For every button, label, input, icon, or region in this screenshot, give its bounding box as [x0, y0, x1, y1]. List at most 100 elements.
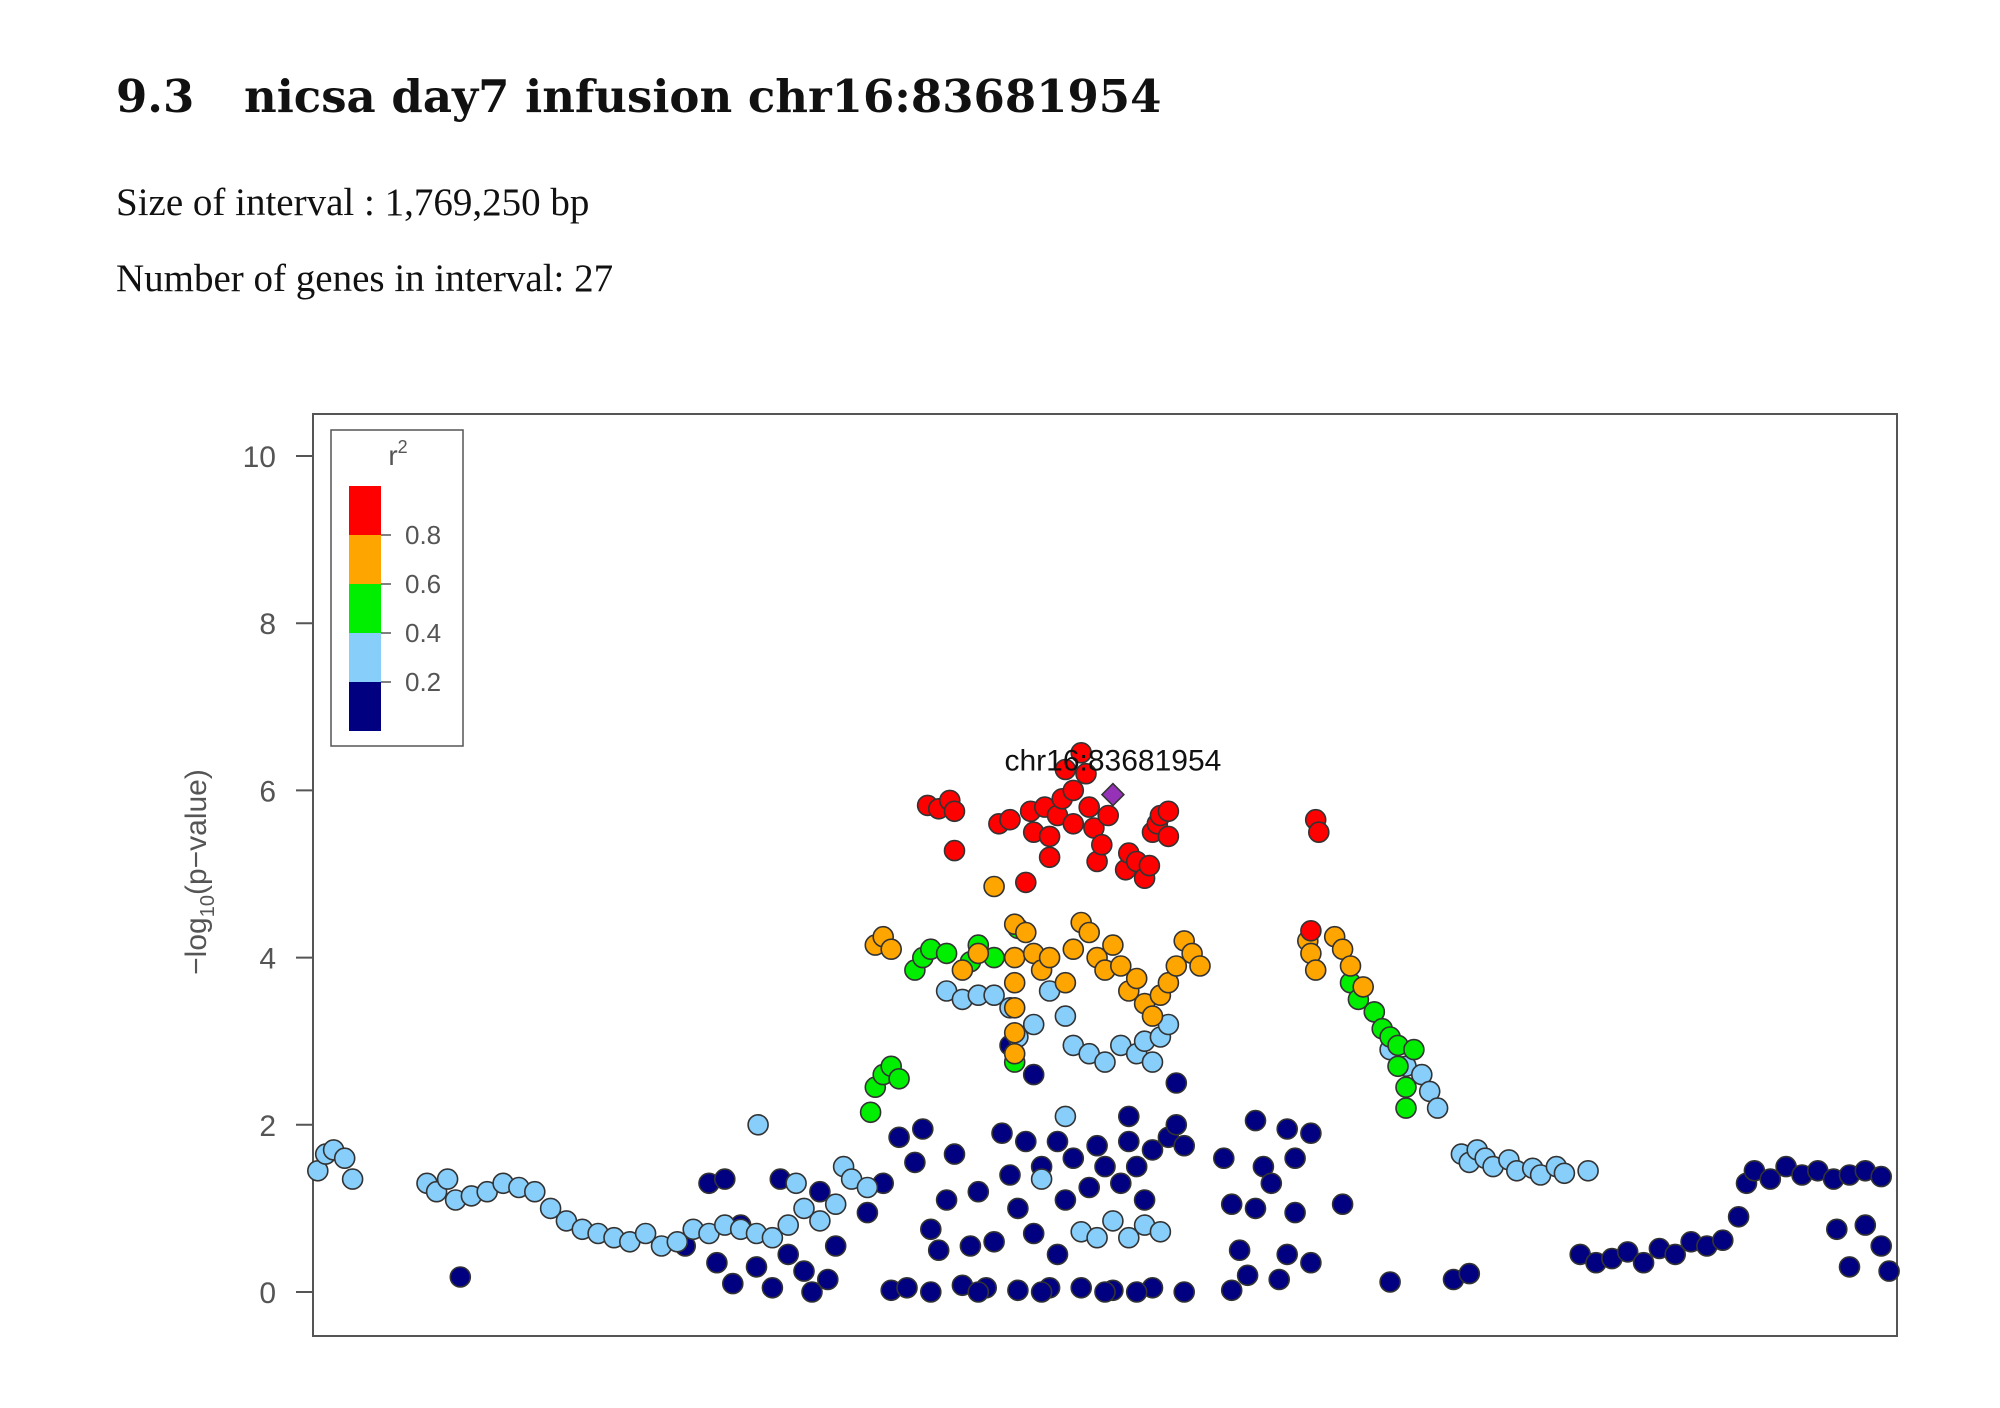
snp-point: [793, 1197, 815, 1220]
snp-point: [1236, 1264, 1259, 1287]
index-snp-marker: [1100, 782, 1125, 807]
snp-point: [523, 1180, 546, 1203]
r2-legend: r2 0.80.60.40.2: [330, 429, 464, 747]
snp-point: [911, 1118, 934, 1140]
snp-point: [1054, 1005, 1077, 1027]
snp-point: [1395, 1076, 1417, 1098]
legend-swatch: [349, 486, 381, 535]
snp-point: [1125, 1155, 1148, 1178]
snp-point: [1086, 1134, 1108, 1157]
snp-point: [1213, 1147, 1235, 1169]
snp-point: [1379, 1271, 1401, 1293]
snp-point: [1102, 934, 1124, 956]
snp-point: [634, 1222, 657, 1245]
snp-point: [1173, 1281, 1195, 1303]
snp-point: [436, 1168, 459, 1190]
snp-point: [1102, 1210, 1124, 1232]
snp-point: [713, 1168, 736, 1190]
snp-point: [785, 1172, 807, 1195]
snp-point: [1244, 1109, 1267, 1132]
snp-point: [1352, 976, 1374, 998]
snp-point: [856, 1201, 879, 1224]
snp-point: [1094, 1051, 1116, 1073]
snp-point: [1189, 955, 1211, 977]
snp-point: [1022, 1222, 1045, 1245]
snp-point: [745, 1256, 768, 1278]
snp-point: [1553, 1162, 1576, 1185]
snp-point: [1003, 1042, 1026, 1065]
snp-point: [824, 1193, 847, 1215]
snp-point: [1015, 871, 1037, 894]
snp-point: [1078, 921, 1100, 944]
snp-point: [935, 942, 958, 965]
plot-frame: [312, 413, 1898, 1337]
snp-point: [1577, 1160, 1599, 1182]
snp-point: [1149, 1221, 1172, 1243]
snp-point: [1854, 1214, 1877, 1236]
snp-point: [1727, 1206, 1750, 1228]
snp-point: [1003, 971, 1026, 994]
snp-point: [1387, 1055, 1409, 1078]
snp-point: [1062, 938, 1085, 961]
snp-point: [1038, 825, 1061, 848]
snp-point: [1062, 1147, 1085, 1169]
snp-point: [959, 1235, 982, 1257]
snp-point: [824, 1235, 847, 1257]
snp-point: [1075, 762, 1097, 785]
snp-point: [999, 808, 1021, 831]
legend-tick-label: 0.2: [405, 667, 441, 697]
snp-point: [943, 800, 966, 823]
snp-point: [1054, 971, 1077, 994]
snp-point: [1870, 1235, 1892, 1257]
section-title: nicsa day7 infusion chr16:83681954: [244, 70, 1162, 123]
snp-point: [999, 1164, 1021, 1186]
snp-point: [1007, 1279, 1029, 1302]
snp-point: [1097, 804, 1119, 827]
snp-point: [1395, 1097, 1417, 1119]
snp-point: [1260, 1172, 1283, 1195]
y-tick-label: 10: [243, 441, 276, 474]
snp-point: [1070, 741, 1092, 764]
index-snp-label: chr16:83681954: [1004, 745, 1221, 778]
snp-point: [967, 942, 990, 965]
snp-point: [1220, 1279, 1243, 1302]
snp-point: [1664, 1243, 1686, 1266]
snp-point: [1331, 1193, 1354, 1215]
snp-point: [1133, 1189, 1156, 1211]
snp-point: [1118, 1130, 1140, 1153]
section-heading: 9.3 nicsa day7 infusion chr16:83681954: [116, 70, 1161, 123]
snp-point: [1878, 1260, 1900, 1282]
snp-point: [943, 1143, 966, 1165]
snp-point: [1070, 1277, 1092, 1299]
snp-point: [1616, 1241, 1639, 1263]
snp-point: [983, 984, 1005, 1007]
snp-point: [1022, 1013, 1045, 1036]
snp-point: [888, 1068, 910, 1090]
snp-point: [793, 1260, 815, 1282]
snp-point: [1003, 996, 1026, 1019]
snp-point: [943, 839, 966, 862]
snp-point: [983, 1231, 1005, 1253]
snp-point: [1038, 946, 1061, 969]
y-axis-label: −log10(p−value): [180, 769, 219, 975]
snp-point: [1054, 758, 1077, 781]
snp-point: [1712, 1229, 1734, 1251]
snp-points: [306, 741, 1900, 1303]
snp-point: [919, 1218, 942, 1241]
snp-point: [706, 1251, 728, 1274]
snp-point: [983, 875, 1005, 898]
snp-point: [1838, 1256, 1861, 1278]
snp-point: [880, 938, 903, 961]
snp-point: [1094, 1281, 1116, 1303]
gene-count-label: Number of genes in interval:: [116, 257, 575, 300]
snp-point: [951, 959, 974, 981]
snp-point: [967, 1281, 990, 1303]
index-snp: chr16:83681954: [1004, 745, 1221, 807]
snp-point: [1220, 1193, 1243, 1215]
snp-point: [1759, 1168, 1782, 1190]
snp-point: [856, 1176, 879, 1199]
interval-size-line: Size of interval : 1,769,250 bp: [116, 180, 589, 225]
section-number: 9.3: [116, 70, 195, 123]
snp-point: [1007, 1197, 1029, 1220]
snp-point: [1046, 1130, 1069, 1153]
